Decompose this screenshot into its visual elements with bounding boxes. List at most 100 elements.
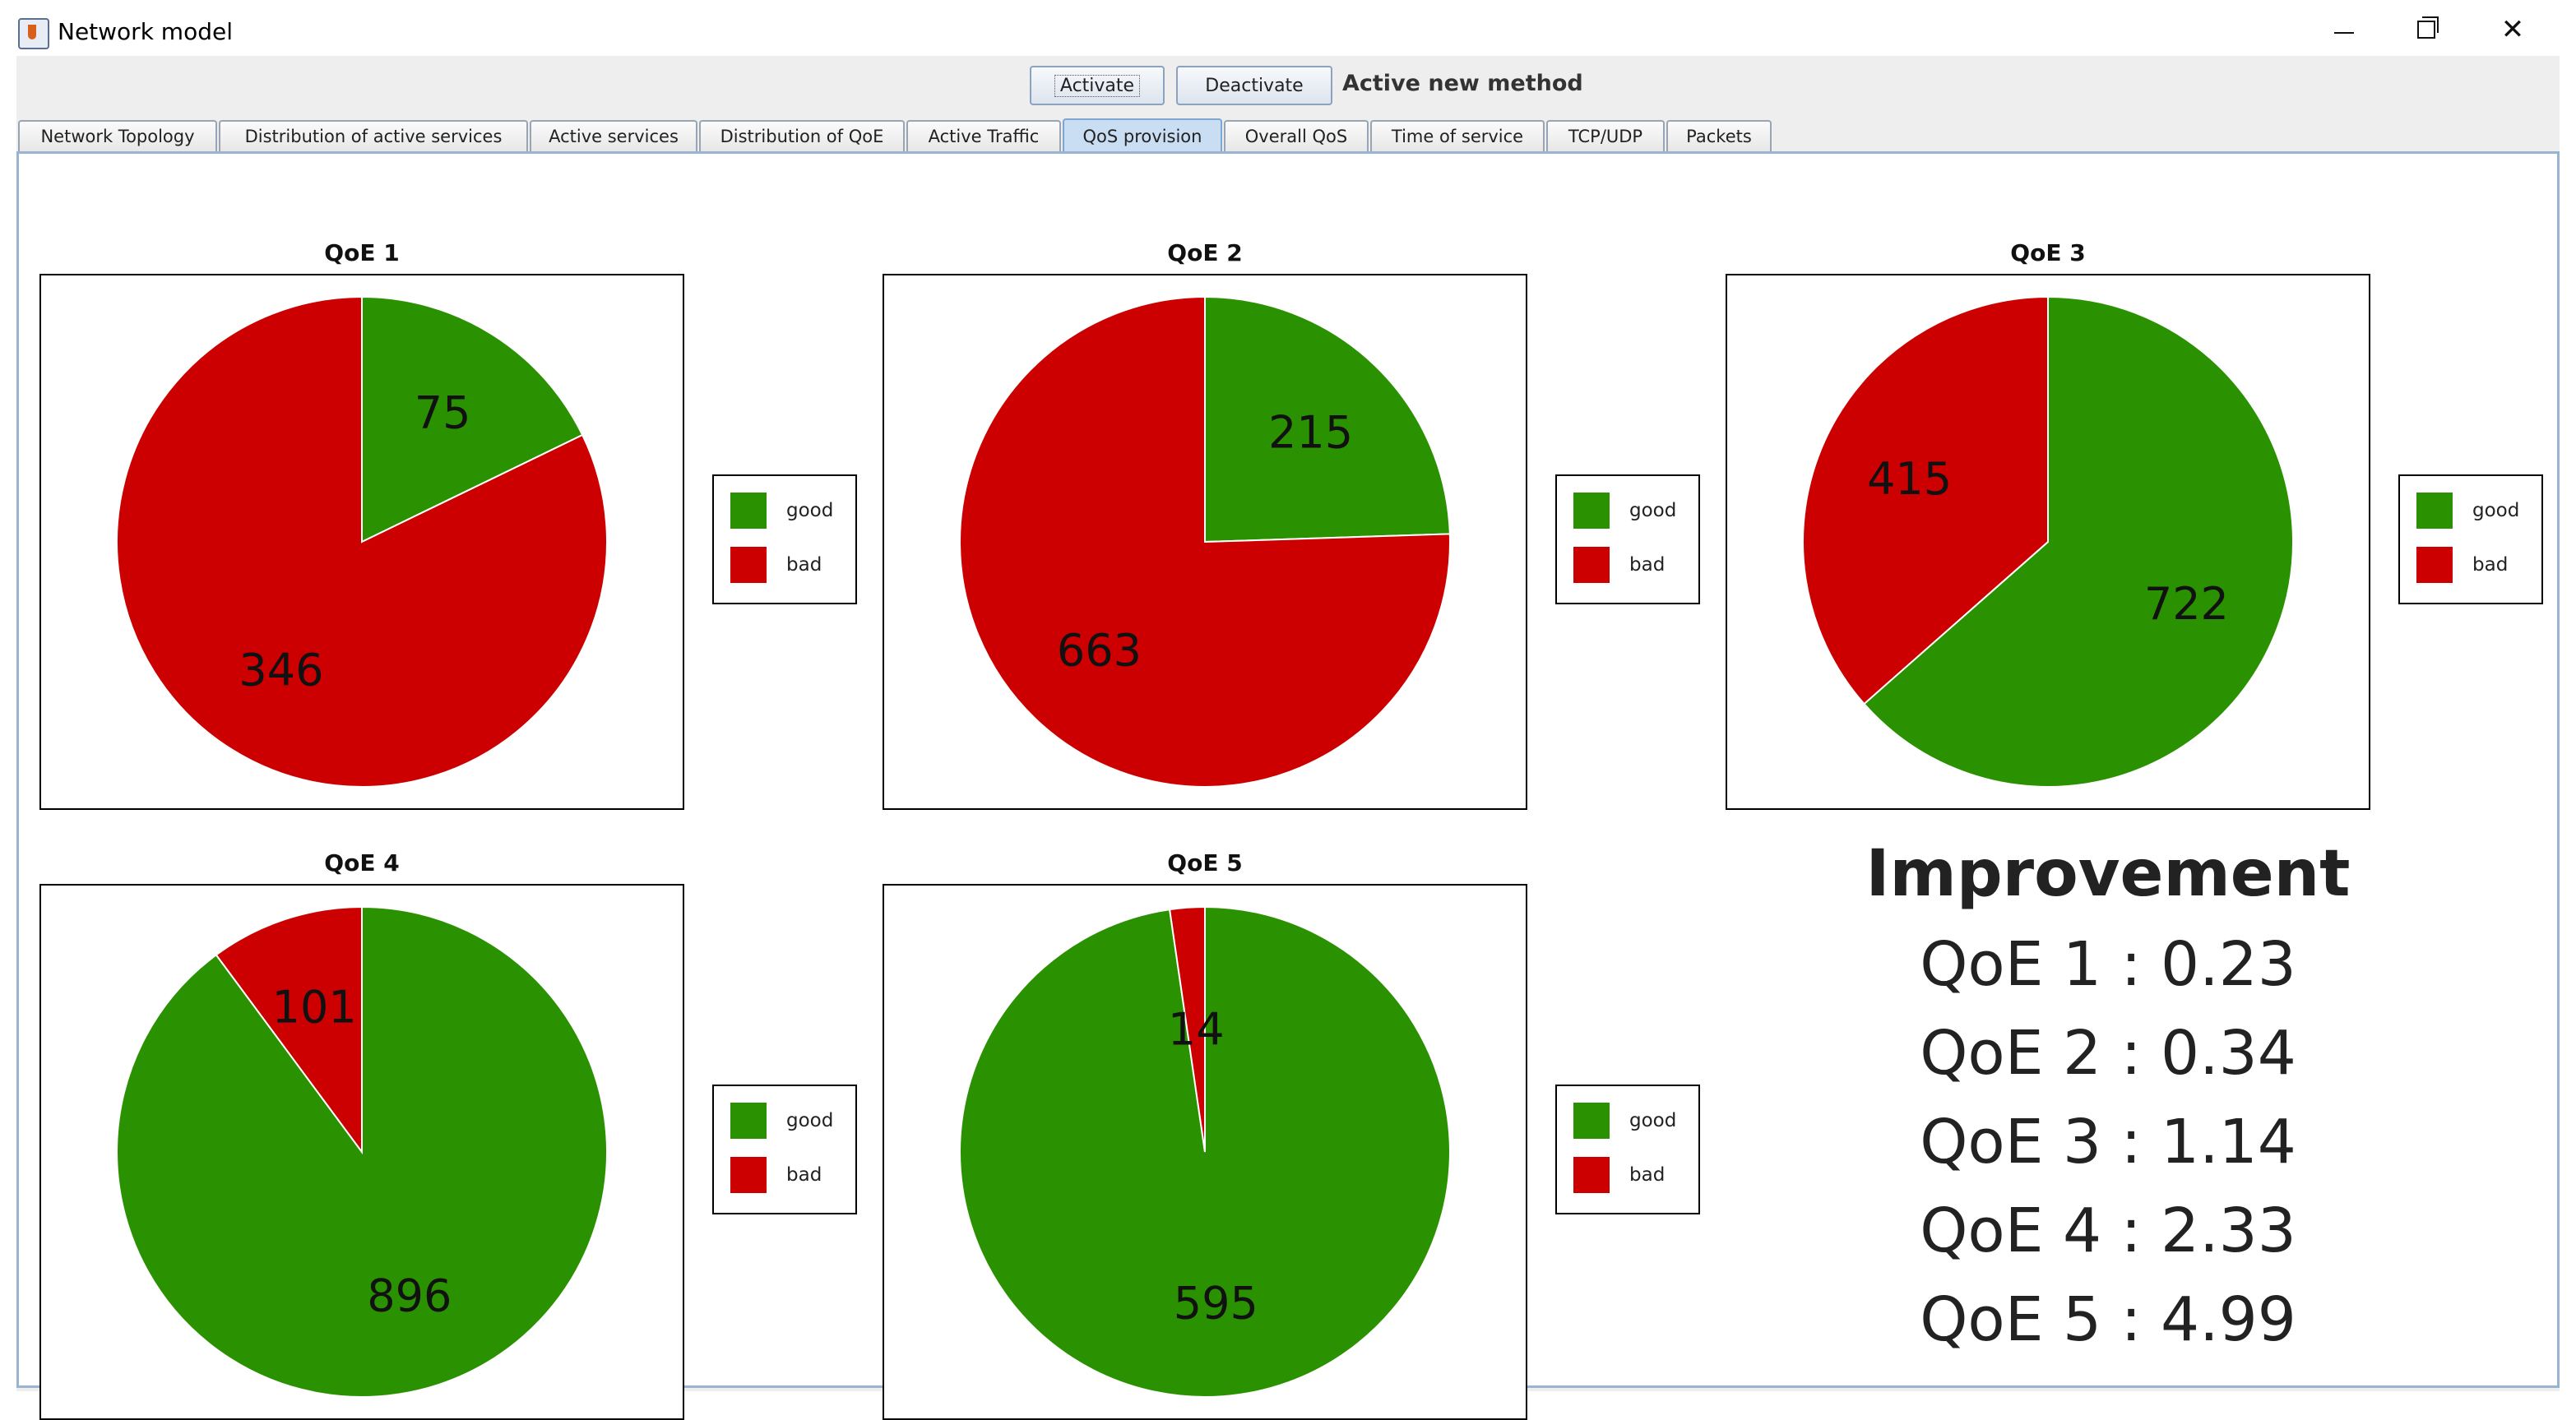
pie-svg: 896 101 [116,905,608,1398]
legend-label: bad [1629,1164,1666,1186]
title-bar: Network model ✕ [0,0,2576,59]
chart-legend: good bad [1555,1085,1700,1214]
tab-active-traffic[interactable]: Active Traffic [906,120,1061,151]
toolbar: Activate Deactivate Active new method [16,56,2560,110]
legend-swatch-bad [1573,1157,1610,1193]
pie-chart-qoe-4: 896 101 [39,884,684,1420]
pie-label-good: 595 [1174,1277,1258,1329]
legend-label: bad [786,1164,822,1186]
pie-svg: 75 346 [116,295,608,788]
qos-provision-panel: QoE 1 75 346 good bad QoE 2 215 663 good b… [16,151,2560,1420]
pie-label-good: 722 [2144,578,2229,630]
tab-overall-qos[interactable]: Overall QoS [1224,120,1369,151]
pie-slice-bad [959,295,1451,788]
pie-slice-bad [116,295,608,788]
legend-label: good [1629,500,1677,521]
pie-slice-bad [215,905,363,1155]
improvement-title: Improvement [1865,837,2351,911]
pie-slice-good [1863,295,2294,788]
legend-item-good: good [730,1103,833,1139]
pie-svg: 722 415 [1802,295,2294,788]
pie-svg: 595 14 [959,905,1451,1398]
activate-button[interactable]: Activate [1030,66,1165,105]
pie-label-bad: 663 [1057,625,1142,677]
java-app-icon [18,18,49,49]
activate-button-label: Activate [1054,74,1141,97]
legend-swatch-good [730,493,767,529]
window-title: Network model [58,18,233,45]
legend-item-bad: bad [730,547,822,583]
pie-slice-bad [1802,295,2049,705]
legend-item-bad: bad [1573,1157,1665,1193]
pie-label-bad: 14 [1168,1003,1225,1055]
pie-svg: 215 663 [959,295,1451,788]
deactivate-button[interactable]: Deactivate [1176,66,1332,105]
chart-legend: good bad [2398,474,2543,604]
minimize-icon [2334,32,2354,34]
improvement-panel: Improvement QoE 1 : 0.23 QoE 2 : 0.34 Qo… [1697,828,2519,1364]
chart-legend: good bad [1555,474,1700,604]
legend-swatch-bad [2416,547,2453,583]
legend-label: good [786,1110,834,1131]
legend-item-good: good [1573,493,1676,529]
legend-item-bad: bad [2416,547,2508,583]
legend-label: good [2472,500,2520,521]
pie-slice-bad [1168,905,1206,1153]
legend-label: bad [786,554,822,576]
pie-chart-qoe-5: 595 14 [883,884,1527,1420]
pie-chart-qoe-3: 722 415 [1726,274,2370,810]
close-icon: ✕ [2500,13,2525,46]
chart-title: QoE 5 [1167,849,1243,877]
improvement-value-qoe-1: QoE 1 : 0.23 [1920,929,2296,1000]
legend-label: bad [2472,554,2509,576]
pie-label-good: 215 [1268,406,1353,458]
tab-distribution-of-active-services[interactable]: Distribution of active services [219,120,528,151]
tab-qos-provision[interactable]: QoS provision [1063,118,1222,153]
legend-swatch-bad [730,547,767,583]
method-status-label: Active new method [1342,71,1583,96]
pie-label-bad: 101 [272,982,357,1034]
legend-swatch-good [2416,493,2453,529]
chart-legend: good bad [712,474,857,604]
tab-packets[interactable]: Packets [1666,120,1772,151]
improvement-value-qoe-2: QoE 2 : 0.34 [1920,1018,2296,1089]
close-button[interactable]: ✕ [2472,0,2554,59]
restore-button[interactable] [2385,0,2467,59]
tab-distribution-of-qoe[interactable]: Distribution of QoE [699,120,905,151]
pie-label-bad: 415 [1867,453,1952,505]
tab-tcp-udp[interactable]: TCP/UDP [1546,120,1665,151]
restore-icon [2417,16,2439,39]
legend-swatch-good [1573,1103,1610,1139]
legend-label: good [786,500,834,521]
pie-slice-good [1204,295,1451,543]
legend-item-bad: bad [730,1157,822,1193]
legend-item-good: good [2416,493,2519,529]
chart-legend: good bad [712,1085,857,1214]
legend-swatch-good [730,1103,767,1139]
pie-label-bad: 346 [239,645,323,696]
legend-swatch-bad [1573,547,1610,583]
legend-item-good: good [1573,1103,1676,1139]
improvement-value-qoe-4: QoE 4 : 2.33 [1920,1196,2296,1266]
legend-item-bad: bad [1573,547,1665,583]
tab-active-services[interactable]: Active services [530,120,697,151]
window-body: Activate Deactivate Active new method Ne… [16,56,2560,1420]
tab-time-of-service[interactable]: Time of service [1370,120,1545,151]
tab-network-topology[interactable]: Network Topology [18,120,217,151]
improvement-value-qoe-5: QoE 5 : 4.99 [1920,1284,2296,1355]
legend-item-good: good [730,493,833,529]
chart-title: QoE 2 [1167,239,1243,266]
minimize-button[interactable] [2303,0,2385,59]
pie-chart-qoe-2: 215 663 [883,274,1527,810]
legend-swatch-bad [730,1157,767,1193]
pie-slice-good [361,295,584,543]
tab-bar: Network Topology Distribution of active … [18,118,2560,153]
legend-label: bad [1629,554,1666,576]
legend-swatch-good [1573,493,1610,529]
pie-label-good: 75 [415,386,471,438]
improvement-value-qoe-3: QoE 3 : 1.14 [1920,1107,2296,1177]
chart-title: QoE 4 [324,849,400,877]
legend-label: good [1629,1110,1677,1131]
pie-chart-qoe-1: 75 346 [39,274,684,810]
pie-label-good: 896 [367,1270,452,1321]
